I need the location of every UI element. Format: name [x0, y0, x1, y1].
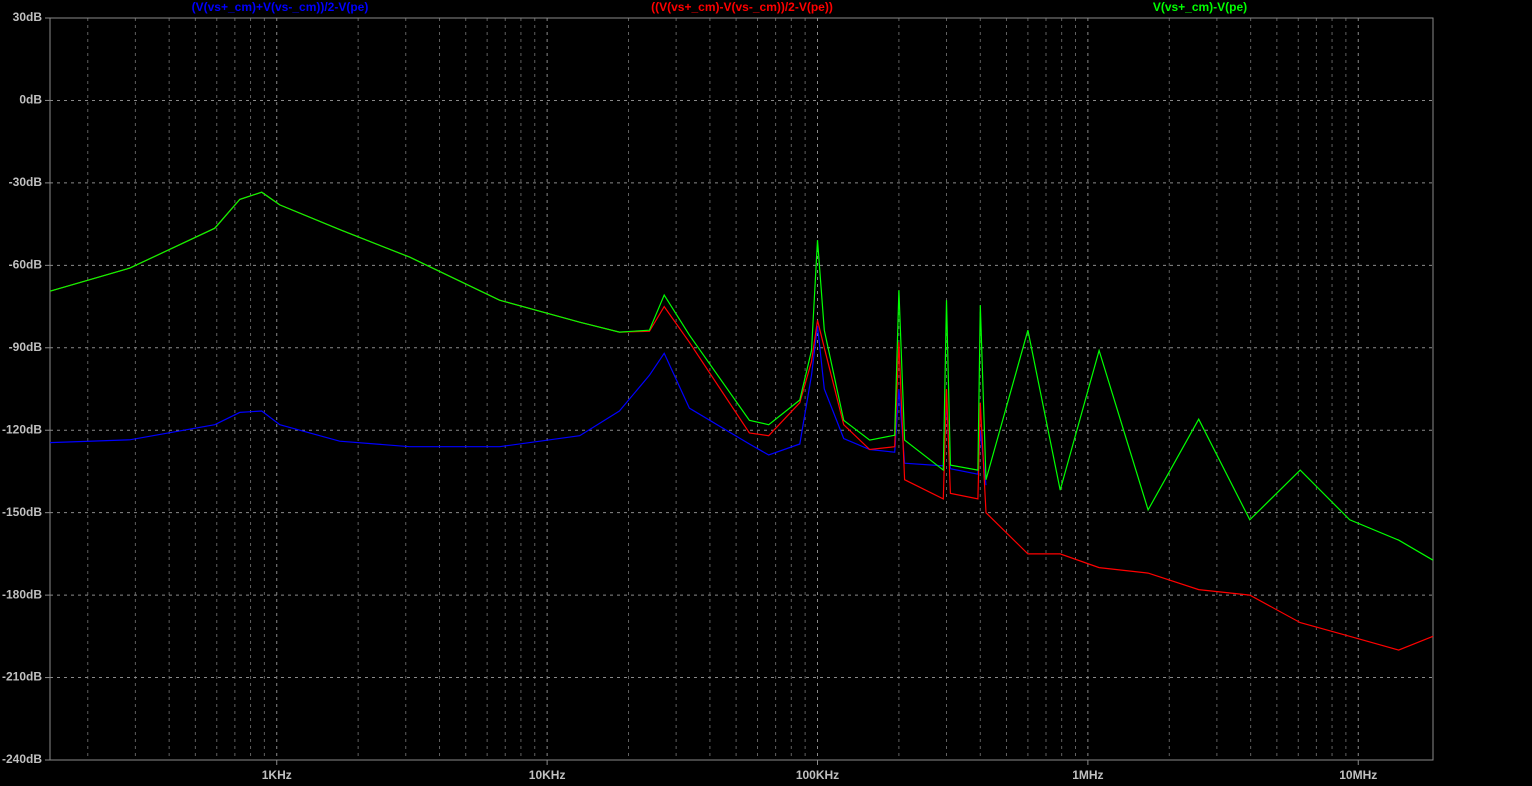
y-tick-label: 0dB [19, 93, 42, 107]
y-tick-label: -240dB [2, 752, 42, 766]
y-tick-label: -60dB [9, 258, 43, 272]
legend-entry: (V(vs+_cm)+V(vs-_cm))/2-V(pe) [192, 0, 369, 14]
plot-frame [49, 17, 1434, 761]
y-tick-label: -210dB [2, 670, 42, 684]
series-line [49, 325, 987, 486]
x-tick-label: 100KHz [796, 768, 839, 782]
y-tick-label: -30dB [9, 175, 43, 189]
series-line [49, 191, 1434, 561]
y-tick-label: -180dB [2, 587, 42, 601]
y-tick-label: -90dB [9, 340, 43, 354]
x-tick-label: 10KHz [529, 768, 566, 782]
y-tick-label: -150dB [2, 505, 42, 519]
y-tick-label: 30dB [13, 10, 43, 24]
x-tick-label: 10MHz [1339, 768, 1377, 782]
legend-entry: ((V(vs+_cm)-V(vs-_cm))/2-V(pe)) [651, 0, 833, 14]
x-tick-label: 1MHz [1072, 768, 1103, 782]
y-tick-label: -120dB [2, 422, 42, 436]
legend-entry: V(vs+_cm)-V(pe) [1153, 0, 1247, 14]
x-tick-label: 1KHz [262, 768, 292, 782]
series-line [49, 191, 1434, 651]
